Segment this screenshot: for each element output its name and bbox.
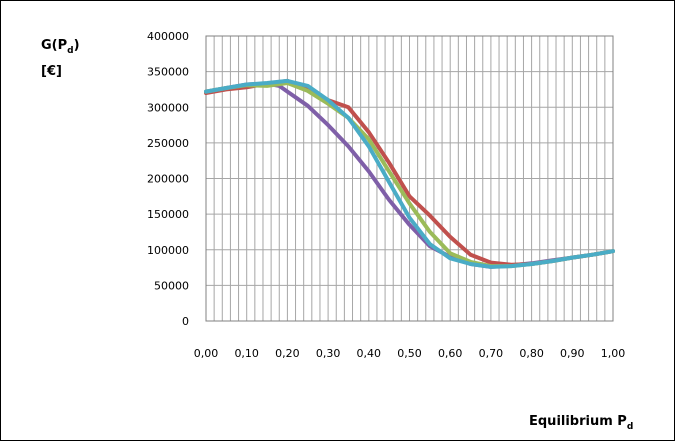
series-lines [204, 78, 615, 269]
x-tick-label: 0,90 [560, 347, 585, 360]
gridlines [205, 35, 614, 322]
y-tick-label: 0 [182, 315, 189, 328]
y-tick-label: 400000 [147, 30, 189, 43]
y-tick-label: 150000 [147, 208, 189, 221]
y-axis-unit: [€] [41, 64, 62, 79]
y-tick-label: 100000 [147, 244, 189, 257]
y-tick-label: 50000 [154, 279, 189, 292]
x-tick-label: 0,50 [397, 347, 422, 360]
x-tick-labels: 0,00 0,10 0,20 0,30 0,40 0,50 0,60 0,70 0,80 0,90… [194, 347, 626, 360]
x-tick-label: 0,30 [316, 347, 341, 360]
x-tick-label: 0,00 [194, 347, 219, 360]
x-tick-label: 0,40 [357, 347, 382, 360]
series-line-4 [204, 78, 615, 269]
y-axis-title: G(Pd) [41, 38, 80, 56]
y-tick-label: 200000 [147, 173, 189, 186]
plot-area-border [205, 35, 614, 322]
x-tick-label: 0,60 [438, 347, 463, 360]
x-tick-label: 0,20 [275, 347, 300, 360]
x-axis-title: Equilibrium Pd [529, 414, 633, 432]
x-tick-label: 0,80 [519, 347, 544, 360]
x-tick-label: 0,70 [479, 347, 504, 360]
y-tick-label: 300000 [147, 101, 189, 114]
x-tick-label: 0,10 [234, 347, 259, 360]
x-tick-label: 1,00 [601, 347, 626, 360]
y-tick-label: 250000 [147, 137, 189, 150]
y-tick-labels: 0 50000 100000 150000 200000 250000 300000 3500… [147, 30, 189, 328]
y-tick-label: 350000 [147, 66, 189, 79]
